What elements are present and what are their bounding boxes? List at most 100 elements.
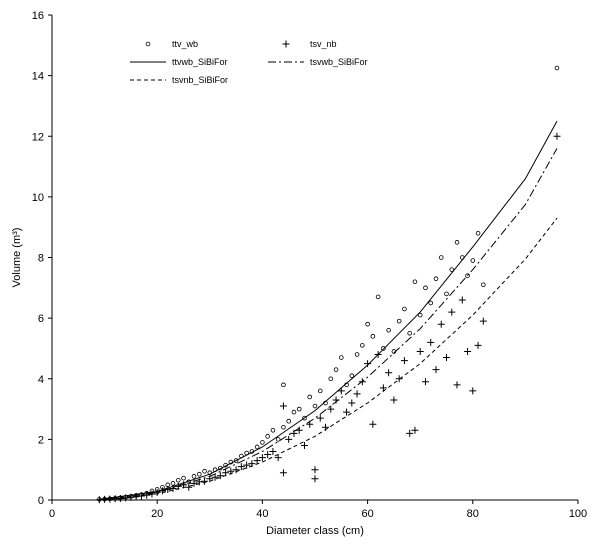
data-point-circle [328, 376, 334, 382]
data-point-circle [407, 330, 412, 336]
data-point-circle [296, 406, 302, 412]
data-point-plus [201, 477, 209, 485]
y-ticks: 0 2 4 6 8 10 12 14 16 [32, 10, 52, 507]
y-tick-label: 14 [32, 71, 44, 83]
data-point-circle [338, 355, 344, 360]
series-tsvwb_SiBiFor [99, 148, 558, 500]
data-point-plus [279, 469, 287, 477]
y-tick-label: 12 [32, 131, 44, 143]
data-point-circle [475, 230, 481, 236]
data-point-plus [479, 317, 487, 325]
data-point-plus [274, 454, 282, 462]
data-point-circle [449, 267, 455, 272]
data-point-plus [300, 441, 308, 449]
legend-entry: ttv_wb [145, 39, 198, 49]
data-point-circle [428, 300, 434, 306]
data-point-circle [412, 279, 418, 285]
data-point-circle [396, 318, 402, 324]
data-point-plus [258, 454, 266, 462]
y-tick-label: 16 [32, 10, 44, 22]
data-point-plus [437, 320, 445, 328]
data-point-circle [265, 434, 270, 439]
data-point-circle [554, 65, 560, 71]
data-point-circle [291, 409, 297, 415]
plot-area [95, 65, 561, 504]
data-point-circle [233, 458, 239, 463]
data-point-circle [417, 312, 423, 318]
data-point-circle [349, 373, 355, 379]
data-point-circle [181, 475, 186, 481]
legend-label: tsvnb_SiBiFor [172, 75, 228, 85]
data-point-plus [211, 473, 219, 481]
x-tick-label: 40 [256, 508, 268, 520]
legend-label: ttvwb_SiBiFor [172, 57, 228, 67]
data-point-circle [175, 477, 181, 483]
data-point-circle [333, 367, 339, 372]
y-tick-label: 10 [32, 192, 44, 204]
data-point-plus [369, 420, 377, 428]
data-point-plus [185, 483, 193, 491]
y-tick-label: 6 [38, 313, 44, 325]
data-point-plus [390, 396, 398, 404]
data-point-circle [275, 437, 281, 442]
legend-marker [145, 41, 151, 47]
data-point-circle [444, 291, 449, 297]
data-point-plus [237, 463, 245, 471]
data-point-circle [191, 474, 197, 479]
legend: ttv_wb tsv_nb ttvwb_SiBiFor tsvwb_SiBiForts… [130, 39, 368, 85]
data-point-circle [375, 294, 381, 300]
legend-label: tsvwb_SiBiFor [310, 57, 368, 67]
fit-line [99, 148, 558, 500]
data-point-circle [281, 424, 286, 430]
data-point-circle [438, 255, 444, 260]
x-tick-label: 80 [467, 508, 479, 520]
y-tick-label: 2 [38, 434, 44, 446]
data-point-circle [470, 258, 476, 263]
data-point-plus [416, 347, 424, 355]
data-point-plus [432, 366, 440, 374]
data-point-plus [337, 387, 345, 395]
data-point-plus [448, 308, 456, 316]
data-point-plus [379, 384, 387, 392]
data-point-circle [454, 240, 460, 245]
series-ttv_wb [97, 65, 560, 502]
data-point-circle [317, 388, 323, 394]
data-point-plus [364, 360, 372, 368]
data-point-plus [311, 475, 319, 483]
data-point-circle [254, 444, 260, 450]
data-point-plus [474, 341, 482, 349]
data-point-plus [269, 448, 277, 455]
x-tick-label: 0 [49, 508, 55, 520]
y-tick-label: 4 [38, 374, 44, 386]
legend-marker [282, 40, 290, 48]
data-point-circle [281, 382, 286, 388]
legend-entry: tsv_nb [282, 39, 337, 49]
y-tick-label: 0 [38, 495, 44, 507]
fit-line [99, 120, 558, 500]
y-tick-label: 8 [38, 253, 44, 265]
data-point-plus [348, 399, 356, 407]
fit-line [99, 217, 558, 501]
series-ttvwb_SiBiFor [99, 120, 558, 500]
data-point-circle [481, 282, 486, 288]
data-point-plus [353, 390, 361, 398]
data-point-plus [400, 357, 408, 365]
data-point-plus [458, 296, 466, 304]
axes: 0 20 40 60 80 100 0 2 4 6 8 10 12 14 16 [32, 10, 587, 520]
data-point-circle [202, 468, 207, 474]
data-point-plus [469, 387, 477, 395]
data-point-circle [260, 440, 265, 445]
data-point-plus [216, 472, 224, 480]
data-point-circle [354, 352, 360, 357]
data-point-plus [264, 451, 272, 459]
x-tick-label: 100 [569, 508, 587, 520]
legend-entry: tsvwb_SiBiFor [268, 57, 368, 67]
legend-label: tsv_nb [310, 39, 337, 49]
data-point-plus [327, 405, 335, 413]
data-point-circle [423, 285, 428, 291]
x-tick-label: 20 [151, 508, 163, 520]
data-point-plus [243, 461, 251, 469]
legend-entry: tsvnb_SiBiFor [130, 75, 228, 85]
data-point-circle [360, 343, 365, 348]
